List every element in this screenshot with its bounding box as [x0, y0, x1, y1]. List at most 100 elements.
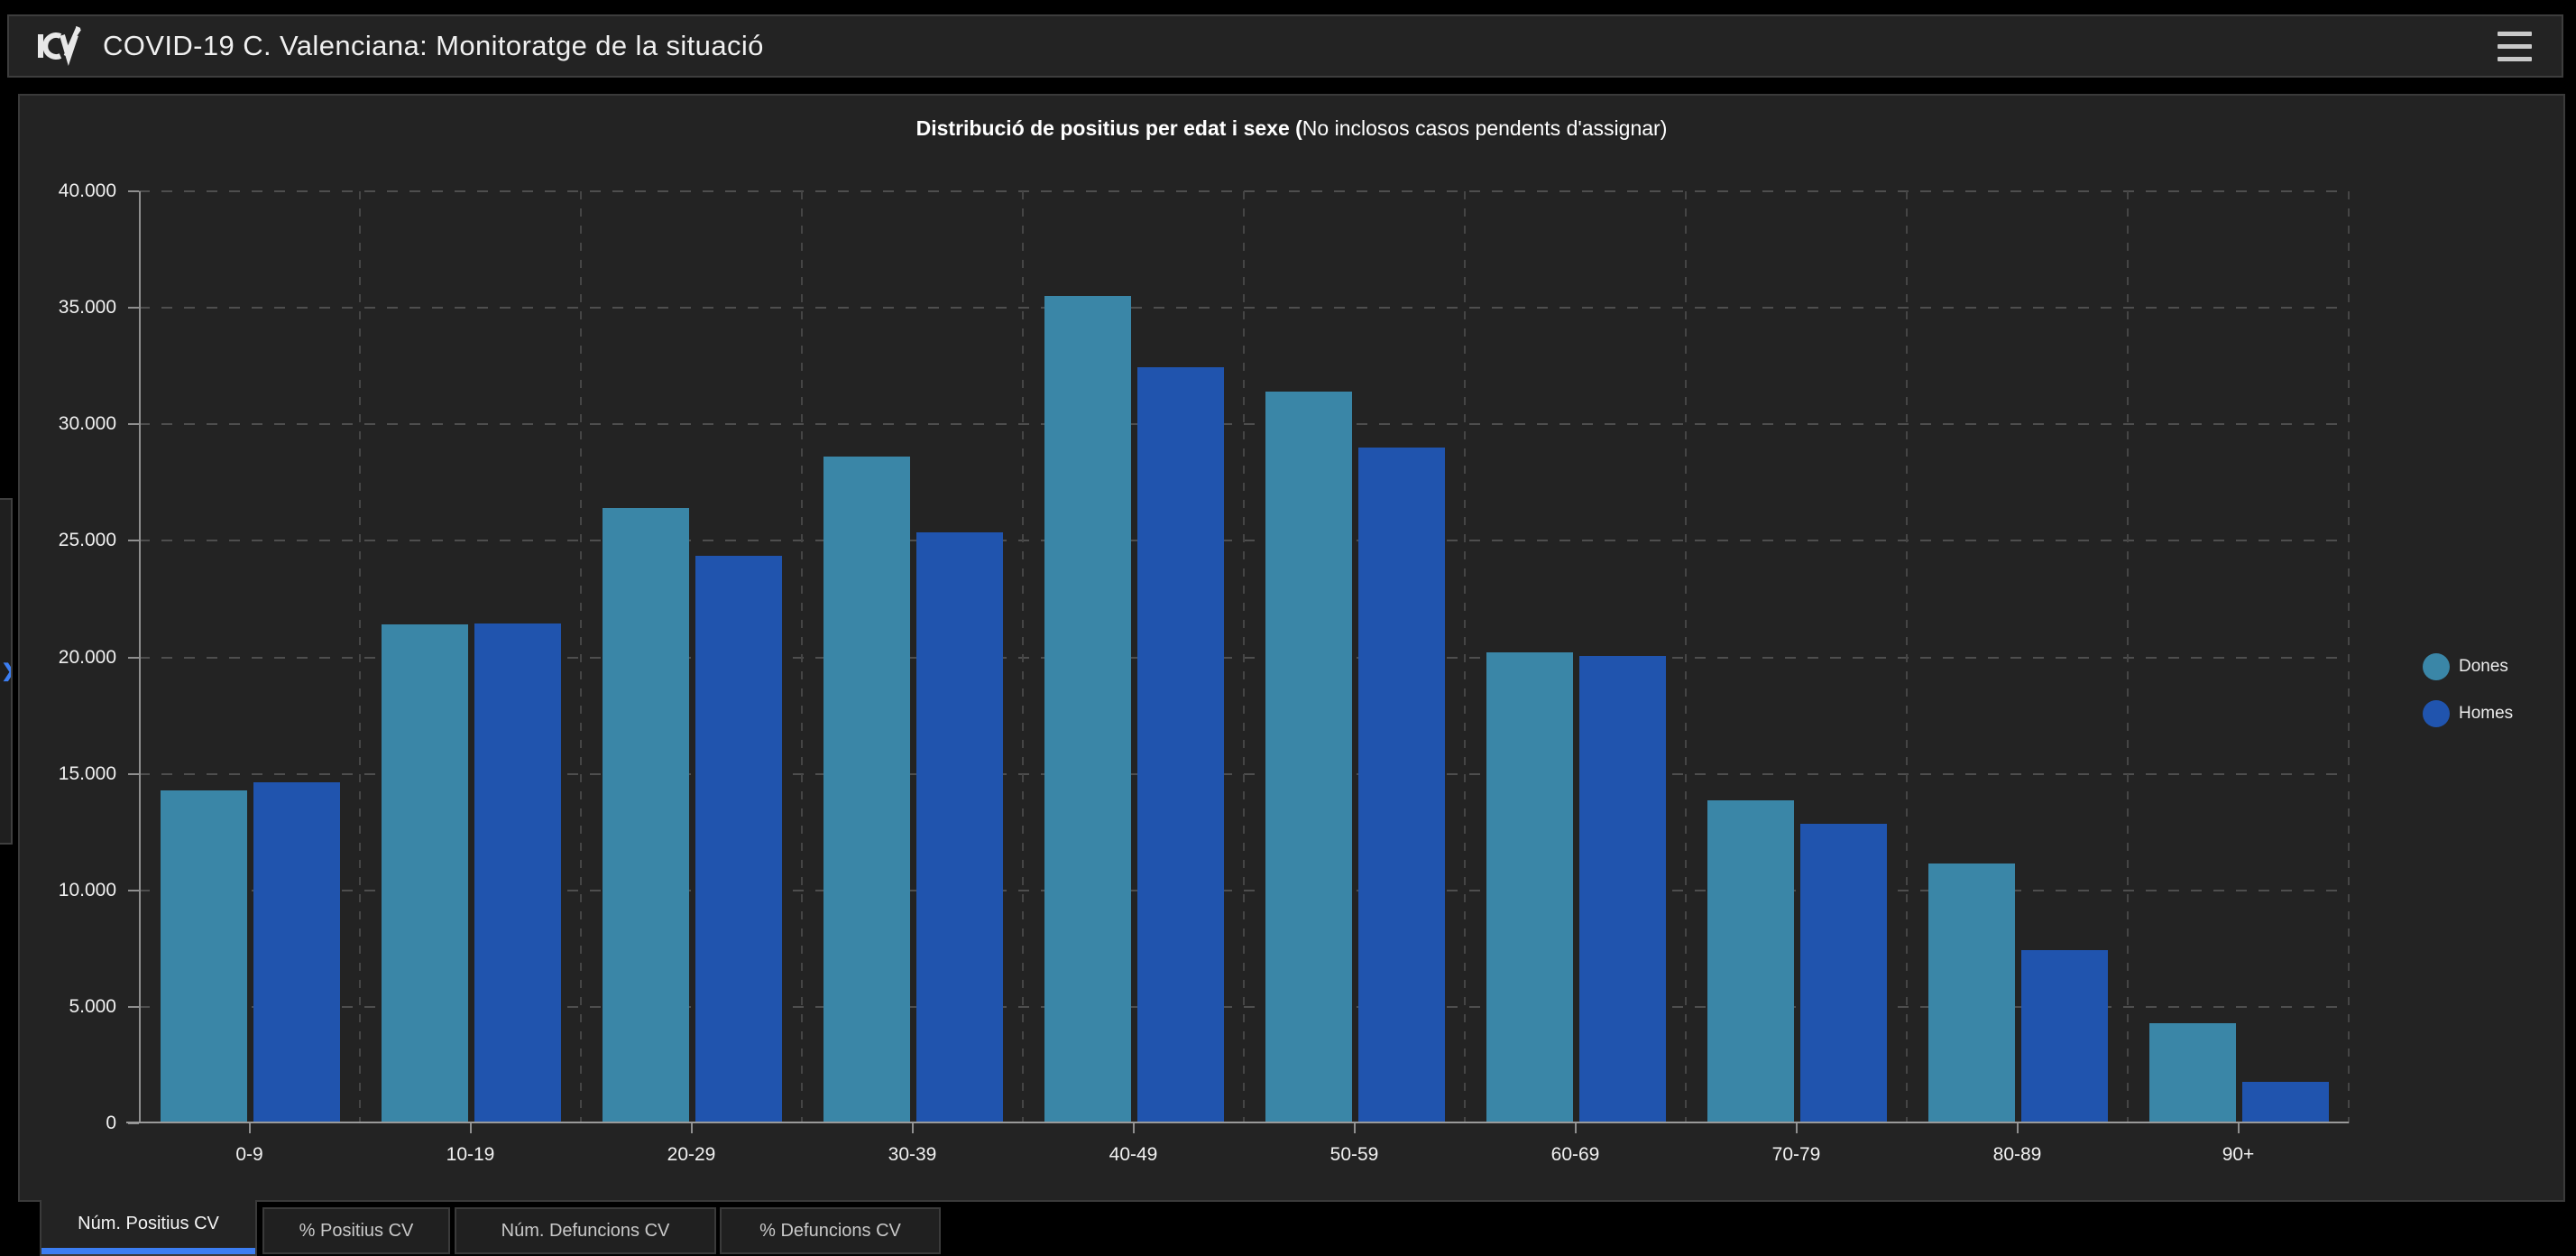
active-tab-underline	[41, 1248, 255, 1254]
x-tick-label: 50-59	[1329, 1144, 1379, 1165]
bar-dones-90+[interactable]	[2148, 1022, 2236, 1123]
bar-group	[1907, 191, 2128, 1123]
legend-label-homes: Homes	[2459, 704, 2514, 723]
y-tick-label: 30.000	[58, 413, 116, 435]
vgridline	[1906, 191, 1908, 1123]
x-tick-label: 0-9	[235, 1144, 263, 1165]
x-axis-ticks	[139, 1123, 2349, 1134]
bar-group	[802, 191, 1023, 1123]
legend-item-dones: Dones	[2423, 653, 2513, 680]
bar-dones-40-49[interactable]	[1044, 296, 1131, 1123]
tab-num-defuncions-cv[interactable]: Núm. Defuncions CV	[455, 1207, 716, 1254]
axis-tick	[128, 307, 139, 309]
vgridline	[1685, 191, 1687, 1123]
vgridline	[1464, 191, 1466, 1123]
bar-homes-20-29[interactable]	[695, 556, 783, 1123]
x-axis-line	[126, 1122, 2349, 1123]
bar-dones-20-29[interactable]	[602, 508, 689, 1123]
tab-label: Núm. Defuncions CV	[501, 1220, 670, 1241]
axis-tick	[690, 1123, 693, 1133]
legend-label-dones: Dones	[2459, 657, 2508, 676]
vgridline	[2348, 191, 2350, 1123]
tab-label: Núm. Positius CV	[78, 1214, 219, 1233]
app-logo-icon	[38, 25, 81, 67]
bar-group	[360, 191, 581, 1123]
bar-homes-10-19[interactable]	[474, 623, 562, 1123]
axis-tick	[1795, 1123, 1798, 1133]
bar-dones-70-79[interactable]	[1707, 800, 1794, 1123]
vgridline	[2127, 191, 2129, 1123]
left-panel-expander[interactable]: ❯	[0, 498, 13, 845]
bar-group	[2128, 191, 2349, 1123]
bar-group	[581, 191, 802, 1123]
bar-dones-30-39[interactable]	[823, 457, 910, 1123]
legend-item-homes: Homes	[2423, 700, 2513, 727]
bar-group	[1686, 191, 1907, 1123]
bar-dones-80-89[interactable]	[1927, 864, 2015, 1123]
bar-homes-50-59[interactable]	[1358, 448, 1446, 1123]
y-tick-label: 40.000	[58, 180, 116, 201]
bar-dones-0-9[interactable]	[160, 790, 247, 1123]
bar-group	[139, 191, 360, 1123]
axis-tick	[2016, 1123, 2019, 1133]
chart-legend: Dones Homes	[2423, 653, 2513, 727]
x-tick-label: 20-29	[667, 1144, 716, 1165]
tab-pct-positius-cv[interactable]: % Positius CV	[262, 1207, 450, 1254]
app-title: COVID-19 C. Valenciana: Monitoratge de l…	[103, 30, 764, 61]
x-tick-label: 70-79	[1771, 1144, 1821, 1165]
bar-dones-10-19[interactable]	[381, 624, 468, 1123]
axis-tick	[1132, 1123, 1135, 1133]
axis-tick	[128, 540, 139, 542]
x-tick-label: 10-19	[446, 1144, 495, 1165]
hamburger-menu-icon	[2498, 31, 2532, 36]
y-tick-label: 0	[106, 1113, 116, 1133]
chart-panel: Distribució de positius per edat i sexe …	[18, 94, 2565, 1202]
y-tick-label: 15.000	[58, 762, 116, 784]
bar-homes-90+[interactable]	[2242, 1081, 2330, 1123]
chevron-right-icon: ❯	[1, 662, 11, 680]
bar-dones-50-59[interactable]	[1265, 392, 1352, 1123]
chart-title-note: No inclosos casos pendents d'assignar)	[1302, 116, 1668, 140]
chart-title: Distribució de positius per edat i sexe …	[20, 115, 2563, 141]
hamburger-menu-icon	[2498, 56, 2532, 61]
x-tick-label: 40-49	[1109, 1144, 1158, 1165]
bar-homes-70-79[interactable]	[1800, 824, 1888, 1123]
hamburger-menu-icon	[2498, 43, 2532, 49]
chart-title-main: Distribució de positius per edat i sexe …	[915, 116, 1302, 140]
bar-group	[1244, 191, 1465, 1123]
axis-tick	[1574, 1123, 1577, 1133]
x-tick-label: 90+	[2222, 1144, 2255, 1165]
tab-pct-defuncions-cv[interactable]: % Defuncions CV	[720, 1207, 941, 1254]
x-tick-label: 80-89	[1992, 1144, 2042, 1165]
bar-homes-60-69[interactable]	[1579, 656, 1667, 1123]
legend-swatch-dones	[2423, 653, 2450, 680]
axis-tick	[128, 423, 139, 426]
bar-homes-80-89[interactable]	[2021, 949, 2109, 1123]
bar-homes-30-39[interactable]	[916, 532, 1004, 1123]
vgridline	[580, 191, 582, 1123]
axis-tick	[128, 889, 139, 891]
axis-tick	[469, 1123, 472, 1133]
vgridline	[801, 191, 803, 1123]
bar-dones-60-69[interactable]	[1486, 652, 1573, 1123]
y-tick-label: 5.000	[69, 995, 116, 1017]
y-tick-label: 35.000	[58, 297, 116, 319]
y-tick-label: 25.000	[58, 530, 116, 551]
bar-homes-0-9[interactable]	[253, 781, 341, 1123]
axis-tick	[128, 190, 139, 192]
y-axis-labels: 0 5.000 10.000 15.000 20.000 25.000 30.000 35.0…	[20, 180, 116, 1133]
menu-button[interactable]	[2493, 25, 2536, 67]
x-tick-label: 60-69	[1550, 1144, 1600, 1165]
axis-tick	[248, 1123, 251, 1133]
bar-group	[1023, 191, 1244, 1123]
bar-homes-40-49[interactable]	[1137, 366, 1225, 1123]
axis-tick	[1353, 1123, 1356, 1133]
vgridline	[1022, 191, 1024, 1123]
tab-num-positius-cv[interactable]: Núm. Positius CV	[40, 1200, 257, 1256]
bar-group	[1465, 191, 1686, 1123]
tab-label: % Defuncions CV	[759, 1220, 901, 1241]
x-tick-label: 30-39	[888, 1144, 937, 1165]
legend-swatch-homes	[2423, 700, 2450, 727]
tab-label: % Positius CV	[299, 1220, 414, 1241]
axis-tick	[128, 772, 139, 775]
